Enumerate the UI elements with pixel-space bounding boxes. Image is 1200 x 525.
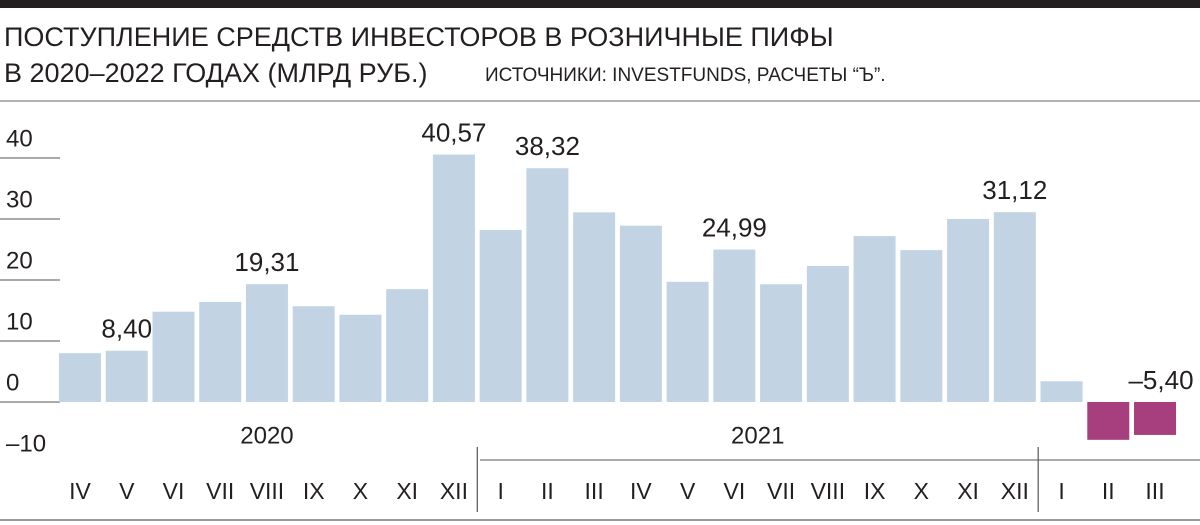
y-tick-label: 20 xyxy=(6,247,33,274)
bar xyxy=(105,350,148,402)
bar xyxy=(199,301,242,402)
year-label: 2020 xyxy=(240,422,293,449)
x-tick-label: V xyxy=(680,478,696,504)
x-tick-label: XII xyxy=(440,478,468,504)
bar xyxy=(853,236,896,402)
y-tick-label: 40 xyxy=(6,125,33,152)
x-tick-label: IV xyxy=(69,478,91,504)
value-label: 24,99 xyxy=(702,212,767,242)
bar xyxy=(1134,402,1177,435)
bar xyxy=(1040,381,1083,402)
source: ИСТОЧНИКИ: INVESTFUNDS, РАСЧЕТЫ “Ъ”. xyxy=(485,65,886,86)
x-tick-label: IV xyxy=(630,478,652,504)
x-tick-label: III xyxy=(585,478,604,504)
x-tick-label: VIII xyxy=(811,478,846,504)
bar xyxy=(573,212,616,402)
bar xyxy=(386,289,429,402)
x-tick-label: VII xyxy=(206,478,234,504)
x-tick-label: VI xyxy=(163,478,185,504)
chart-title: ПОСТУПЛЕНИЕ СРЕДСТВ ИНВЕСТОРОВ В РОЗНИЧН… xyxy=(4,22,834,52)
bar xyxy=(1087,402,1130,440)
x-tick-label: VIII xyxy=(250,478,285,504)
bar xyxy=(806,265,849,402)
value-label: 8,40 xyxy=(101,314,152,344)
bar xyxy=(900,250,943,402)
x-tick-label: I xyxy=(1058,478,1064,504)
bar xyxy=(245,284,288,402)
x-tick-label: VI xyxy=(723,478,745,504)
y-tick-label: –10 xyxy=(6,430,46,457)
bar xyxy=(432,154,475,402)
bar xyxy=(292,306,335,402)
x-tick-label: III xyxy=(1145,478,1164,504)
x-tick-label: IX xyxy=(303,478,325,504)
bar xyxy=(713,249,756,402)
bar xyxy=(947,219,990,402)
bar xyxy=(993,212,1036,402)
value-label: 19,31 xyxy=(234,247,299,277)
year-label: 2021 xyxy=(731,422,784,449)
x-tick-label: I xyxy=(497,478,503,504)
value-label: 38,32 xyxy=(515,131,580,161)
value-label: –5,40 xyxy=(1128,365,1193,395)
bar xyxy=(526,168,569,402)
bar xyxy=(339,314,382,402)
y-tick-label: 30 xyxy=(6,186,33,213)
x-tick-label: V xyxy=(119,478,135,504)
bar xyxy=(59,353,101,402)
bar xyxy=(619,225,662,402)
y-tick-label: 0 xyxy=(6,369,19,396)
bar xyxy=(479,229,522,402)
bar xyxy=(760,284,803,402)
bar xyxy=(666,281,709,402)
value-label: 31,12 xyxy=(982,175,1047,205)
top-bar xyxy=(0,0,1200,8)
x-tick-label: VII xyxy=(767,478,795,504)
chart-title: В 2020–2022 ГОДАХ (МЛРД РУБ.) xyxy=(4,58,427,88)
x-tick-label: IX xyxy=(864,478,886,504)
x-tick-label: II xyxy=(1102,478,1115,504)
x-tick-label: X xyxy=(353,478,368,504)
x-tick-label: X xyxy=(914,478,929,504)
value-label: 40,57 xyxy=(421,117,486,147)
y-tick-label: 10 xyxy=(6,308,33,335)
x-tick-label: II xyxy=(541,478,554,504)
bar xyxy=(152,311,195,402)
x-tick-label: XI xyxy=(957,478,979,504)
x-tick-label: XI xyxy=(396,478,418,504)
x-tick-label: XII xyxy=(1001,478,1029,504)
